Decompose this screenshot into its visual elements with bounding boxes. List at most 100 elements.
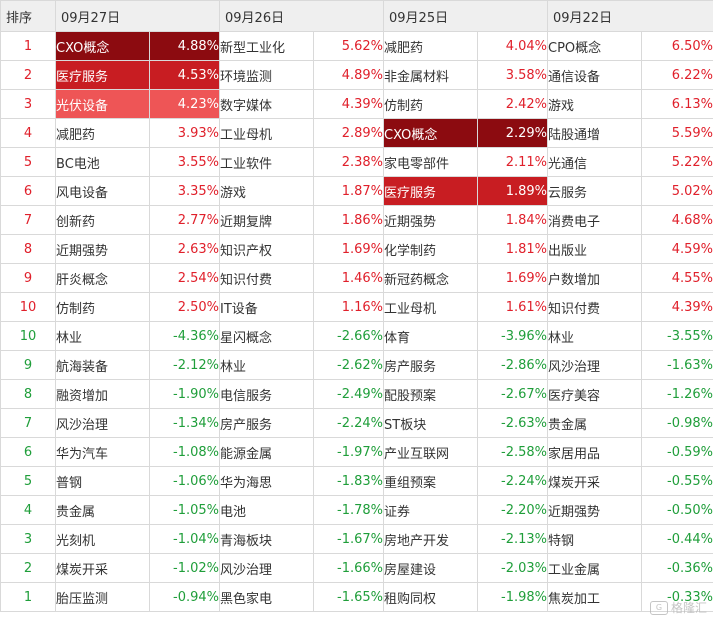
table-row: 5 普钢 -1.06% 华为海思 -1.83% 重组预案 -2.24% 煤炭开采 -0.55% [0, 466, 713, 496]
table-row: 9 肝炎概念 2.54% 知识付费 1.46% 新冠药概念 1.69% 户数增加 4.55% [0, 263, 713, 293]
date-header-2: 09月26日 [219, 0, 384, 32]
change-value-cell: 6.22% [641, 60, 713, 90]
rank-cell: 8 [0, 379, 56, 409]
table-row: 8 近期强势 2.63% 知识产权 1.69% 化学制药 1.81% 出版业 4.59% [0, 234, 713, 264]
rank-cell: 1 [0, 31, 56, 61]
sector-name-cell: 知识付费 [219, 263, 314, 293]
sector-name-cell: 出版业 [547, 234, 642, 264]
change-value-cell: -0.94% [149, 582, 220, 612]
change-value-cell: 4.89% [313, 60, 384, 90]
change-value-cell: 2.11% [477, 147, 548, 177]
sector-name-cell: 租购同权 [383, 582, 478, 612]
sector-name-cell: 工业软件 [219, 147, 314, 177]
sector-name-cell: 创新药 [55, 205, 150, 235]
change-value-cell: 2.29% [477, 118, 548, 148]
change-value-cell: -2.12% [149, 350, 220, 380]
change-value-cell: 3.35% [149, 176, 220, 206]
sector-name-cell: 融资增加 [55, 379, 150, 409]
sector-name-cell: 光伏设备 [55, 89, 150, 119]
sector-name-cell: 房地产开发 [383, 524, 478, 554]
sector-name-cell: 青海板块 [219, 524, 314, 554]
sector-name-cell: 工业母机 [383, 292, 478, 322]
change-value-cell: 2.42% [477, 89, 548, 119]
sector-name-cell: 光刻机 [55, 524, 150, 554]
change-value-cell: -1.90% [149, 379, 220, 409]
sector-name-cell: 陆股通增 [547, 118, 642, 148]
change-value-cell: -1.67% [313, 524, 384, 554]
sector-name-cell: 医疗美容 [547, 379, 642, 409]
sector-name-cell: 近期复牌 [219, 205, 314, 235]
change-value-cell: -2.20% [477, 495, 548, 525]
change-value-cell: -0.98% [641, 408, 713, 438]
change-value-cell: 6.50% [641, 31, 713, 61]
sector-name-cell: 风沙治理 [55, 408, 150, 438]
change-value-cell: 1.46% [313, 263, 384, 293]
rank-cell: 3 [0, 524, 56, 554]
change-value-cell: 1.84% [477, 205, 548, 235]
change-value-cell: 5.62% [313, 31, 384, 61]
sector-name-cell: 普钢 [55, 466, 150, 496]
sector-name-cell: CXO概念 [55, 31, 150, 61]
sector-name-cell: 工业金属 [547, 553, 642, 583]
sector-name-cell: 贵金属 [547, 408, 642, 438]
change-value-cell: -0.36% [641, 553, 713, 583]
sector-name-cell: 黑色家电 [219, 582, 314, 612]
table-row: 8 融资增加 -1.90% 电信服务 -2.49% 配股预案 -2.67% 医疗美容 -1.26… [0, 379, 713, 409]
change-value-cell: 2.77% [149, 205, 220, 235]
change-value-cell: -1.78% [313, 495, 384, 525]
change-value-cell: -3.96% [477, 321, 548, 351]
sector-name-cell: 证券 [383, 495, 478, 525]
sector-name-cell: 光通信 [547, 147, 642, 177]
change-value-cell: 4.04% [477, 31, 548, 61]
change-value-cell: -2.86% [477, 350, 548, 380]
sector-name-cell: 仿制药 [383, 89, 478, 119]
sector-name-cell: 家电零部件 [383, 147, 478, 177]
rank-cell: 7 [0, 408, 56, 438]
sector-name-cell: CXO概念 [383, 118, 478, 148]
table-row: 3 光刻机 -1.04% 青海板块 -1.67% 房地产开发 -2.13% 特钢 -0.44% [0, 524, 713, 554]
change-value-cell: -2.13% [477, 524, 548, 554]
sector-name-cell: 风沙治理 [219, 553, 314, 583]
sector-name-cell: 贵金属 [55, 495, 150, 525]
change-value-cell: -2.66% [313, 321, 384, 351]
sector-name-cell: 新冠药概念 [383, 263, 478, 293]
change-value-cell: -3.55% [641, 321, 713, 351]
table-row: 5 BC电池 3.55% 工业软件 2.38% 家电零部件 2.11% 光通信 5.22% [0, 147, 713, 177]
rank-cell: 10 [0, 292, 56, 322]
rank-cell: 5 [0, 466, 56, 496]
sector-name-cell: ST板块 [383, 408, 478, 438]
sector-name-cell: 煤炭开采 [55, 553, 150, 583]
change-value-cell: -1.65% [313, 582, 384, 612]
sector-name-cell: 家居用品 [547, 437, 642, 467]
rank-cell: 6 [0, 176, 56, 206]
watermark-text: 格隆汇 [670, 601, 707, 615]
change-value-cell: 4.39% [313, 89, 384, 119]
sector-name-cell: 减肥药 [383, 31, 478, 61]
sector-name-cell: 林业 [55, 321, 150, 351]
table-row: 6 风电设备 3.35% 游戏 1.87% 医疗服务 1.89% 云服务 5.02% [0, 176, 713, 206]
change-value-cell: -0.44% [641, 524, 713, 554]
header-row: 排序 09月27日 09月26日 09月25日 09月22日 [0, 0, 713, 32]
change-value-cell: -2.62% [313, 350, 384, 380]
change-value-cell: -1.26% [641, 379, 713, 409]
sector-name-cell: 云服务 [547, 176, 642, 206]
sector-name-cell: 近期强势 [55, 234, 150, 264]
change-value-cell: -1.08% [149, 437, 220, 467]
sector-name-cell: 房产服务 [219, 408, 314, 438]
sector-name-cell: 仿制药 [55, 292, 150, 322]
change-value-cell: -0.50% [641, 495, 713, 525]
sector-name-cell: 环境监测 [219, 60, 314, 90]
rank-cell: 9 [0, 350, 56, 380]
date-header-4: 09月22日 [547, 0, 713, 32]
watermark-logo-icon: G [649, 600, 668, 615]
date-header-3: 09月25日 [383, 0, 548, 32]
sector-name-cell: 数字媒体 [219, 89, 314, 119]
sector-name-cell: 肝炎概念 [55, 263, 150, 293]
change-value-cell: 3.93% [149, 118, 220, 148]
table-row: 1 CXO概念 4.88% 新型工业化 5.62% 减肥药 4.04% CPO概念 6.50% [0, 31, 713, 61]
change-value-cell: -2.67% [477, 379, 548, 409]
sector-name-cell: 近期强势 [547, 495, 642, 525]
table-row: 10 林业 -4.36% 星闪概念 -2.66% 体育 -3.96% 林业 -3.55% [0, 321, 713, 351]
change-value-cell: 4.53% [149, 60, 220, 90]
